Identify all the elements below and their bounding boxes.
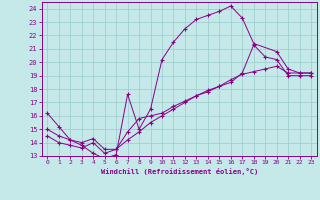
X-axis label: Windchill (Refroidissement éolien,°C): Windchill (Refroidissement éolien,°C) — [100, 168, 258, 175]
